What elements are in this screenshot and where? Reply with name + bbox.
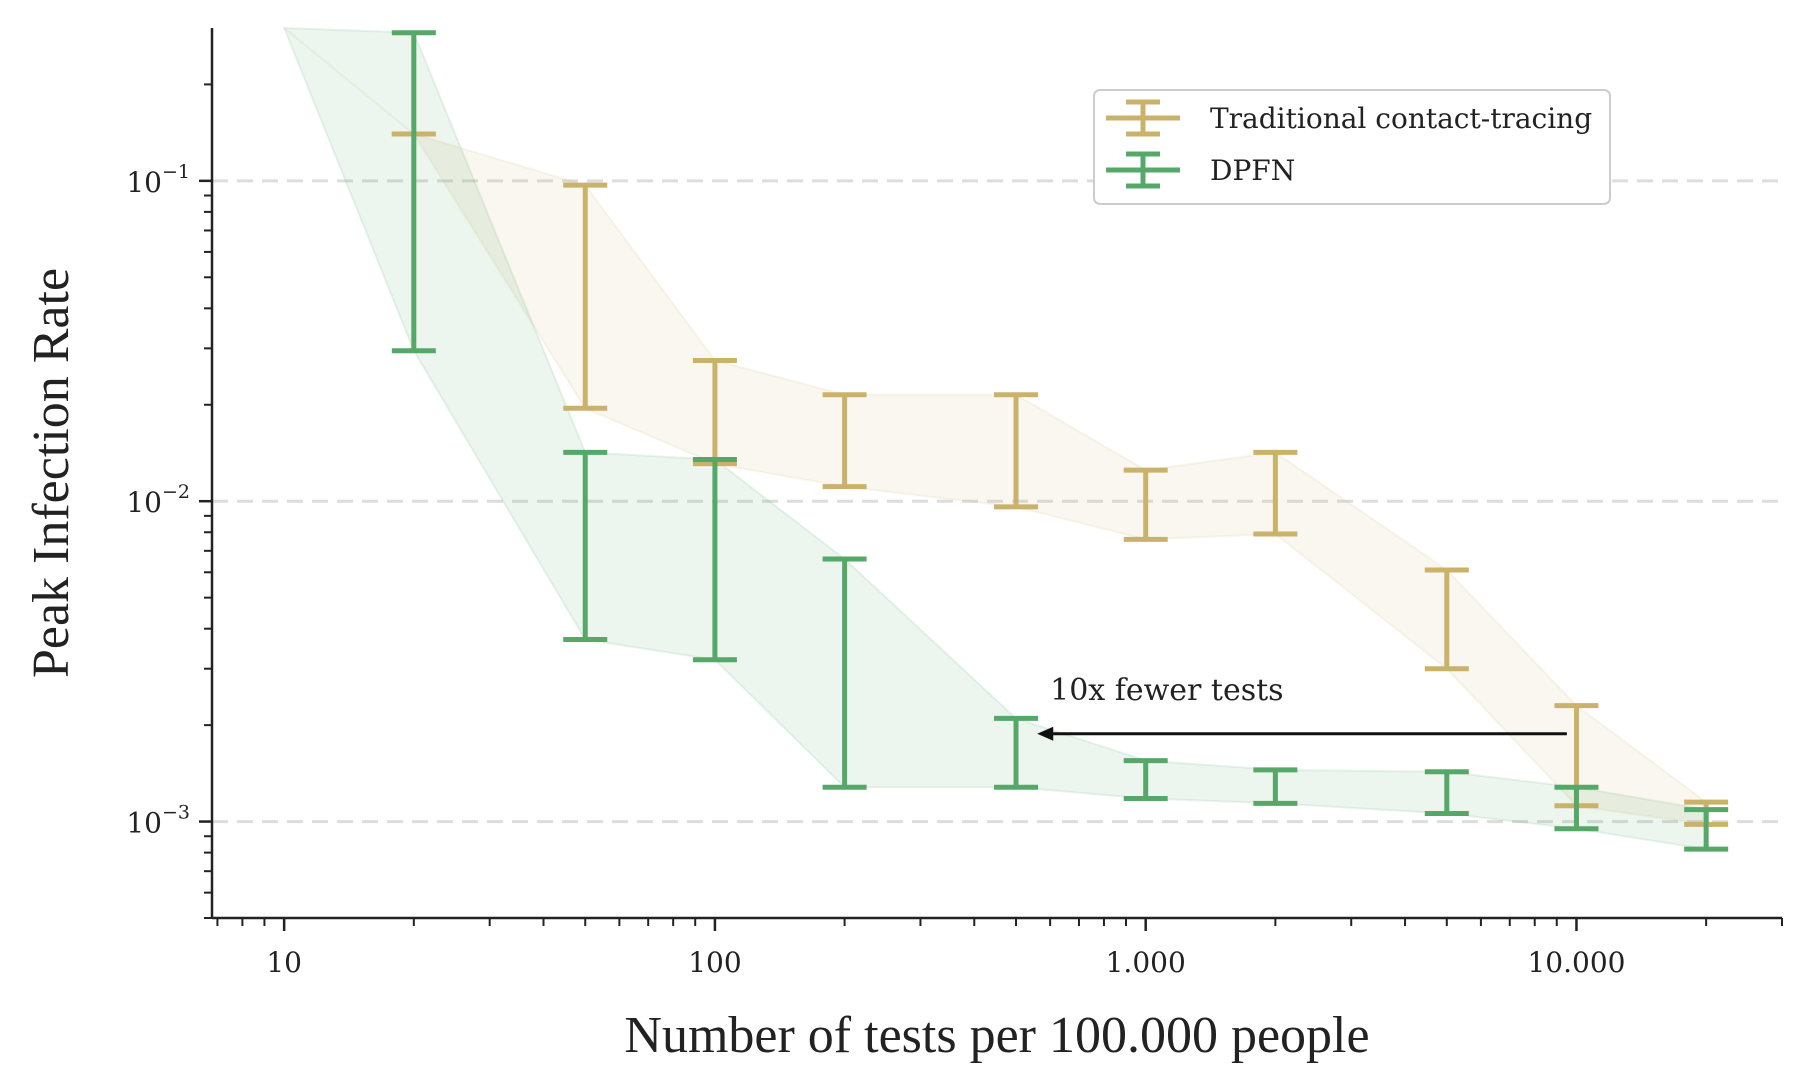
y-tick-label: 10−2 [126,481,190,519]
legend-label: DPFN [1210,154,1295,187]
legend-label: Traditional contact-tracing [1210,102,1592,135]
y-tick-label: 10−1 [126,161,190,199]
error-bar-0 [994,392,1039,510]
annotation-arrowhead [1037,726,1054,741]
y-axis-title: Peak Infection Rate [23,268,80,678]
y-tick-label: 10−3 [126,802,190,840]
legend: Traditional contact-tracing DPFN [1093,89,1611,205]
error-bar-1 [1123,758,1168,802]
x-axis-title: Number of tests per 100.000 people [624,1007,1369,1064]
x-tick-label: 10.000 [1527,946,1625,979]
ticks: 10 100 1.000 10.000 10−1 10−2 10−3 [126,83,1783,979]
error-bar-1 [822,556,867,790]
error-bar-0 [1253,449,1298,537]
error-bars [391,30,1729,852]
x-tick-label: 100 [688,946,741,979]
error-bar-0 [1424,567,1469,672]
error-bar-1 [1684,807,1729,852]
error-bar-0 [822,392,867,490]
error-bar-1 [563,449,608,643]
error-bar-1 [1554,784,1599,832]
error-bar-1 [391,30,436,354]
legend-item-0: Traditional contact-tracing [1106,99,1592,137]
x-tick-label: 10 [266,946,302,979]
axes [210,28,1782,920]
error-bar-1 [692,456,737,663]
error-bar-0 [1123,467,1168,542]
error-bar-1 [1424,769,1469,816]
annotation-text: 10x fewer tests [1050,673,1283,708]
error-bar-1 [994,715,1039,790]
x-tick-label: 1.000 [1106,946,1186,979]
error-bar-1 [1253,767,1298,806]
legend-frame [1093,89,1611,205]
annotation: 10x fewer tests [1037,673,1567,741]
legend-item-1: DPFN [1106,151,1295,189]
error-bar-0 [563,182,608,411]
